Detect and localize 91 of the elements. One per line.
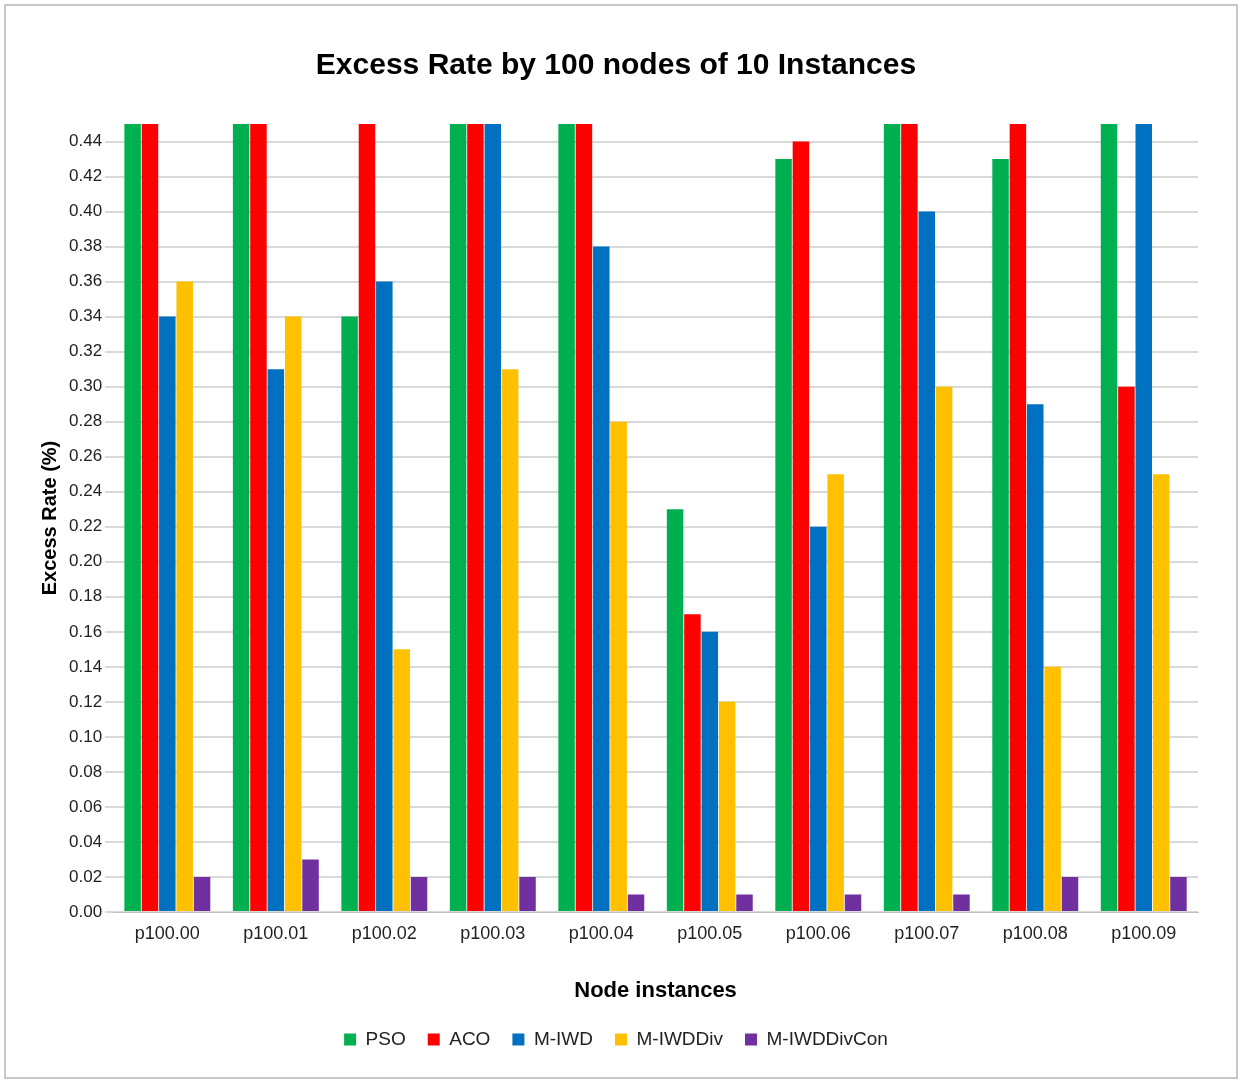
bar: [176, 281, 193, 911]
bar: [341, 316, 358, 911]
bar: [302, 859, 319, 911]
bar: [1152, 474, 1170, 911]
y-tick-label: 0.00: [68, 901, 103, 921]
y-tick-label: 0.12: [68, 691, 103, 711]
y-tick-label: 0.14: [68, 656, 103, 676]
bar: [844, 894, 862, 911]
y-tick-label: 0.04: [68, 831, 103, 851]
y-tick-label: 0.08: [68, 761, 103, 781]
bar: [575, 124, 593, 911]
y-tick-label: 0.32: [68, 341, 103, 361]
bar: [701, 631, 719, 911]
legend-label: PSO: [365, 1027, 406, 1049]
bar: [410, 876, 428, 911]
x-tick-label: p100.08: [1002, 922, 1068, 943]
y-tick-label: 0.44: [68, 131, 103, 151]
bar: [376, 281, 393, 911]
y-tick-label: 0.34: [68, 306, 103, 326]
bar: [1100, 124, 1118, 911]
bar: [1009, 124, 1027, 911]
bar: [393, 649, 410, 911]
x-tick-label: p100.05: [677, 922, 743, 943]
y-tick-label: 0.36: [68, 271, 103, 291]
bar: [1061, 876, 1079, 911]
bar: [449, 124, 467, 911]
bar: [267, 369, 285, 911]
bar: [467, 124, 484, 911]
bar: [666, 509, 684, 911]
bar: [736, 894, 753, 911]
y-tick-label: 0.22: [68, 516, 103, 536]
bar: [1118, 386, 1135, 911]
x-tick-label: p100.06: [785, 922, 851, 943]
y-tick-label: 0.26: [68, 446, 103, 466]
bar: [141, 124, 159, 911]
bar: [918, 211, 936, 911]
x-tick-label: p100.01: [243, 922, 309, 943]
y-tick-label: 0.20: [68, 551, 103, 571]
bar: [883, 124, 901, 911]
y-tick-label: 0.18: [68, 586, 103, 606]
y-tick-label: 0.28: [68, 411, 103, 431]
bar: [610, 421, 627, 911]
x-tick-label: p100.03: [460, 922, 526, 943]
bar: [775, 159, 792, 911]
bar: [1170, 876, 1187, 911]
bar: [1027, 404, 1044, 911]
y-tick-label: 0.24: [68, 481, 103, 501]
legend-label: M-IWD: [533, 1027, 593, 1049]
legend-label: ACO: [449, 1027, 491, 1049]
bar: [250, 124, 267, 911]
bar: [901, 124, 918, 911]
x-tick-label: p100.07: [894, 922, 960, 943]
bar: [935, 386, 953, 911]
bar: [358, 124, 376, 911]
bar: [953, 894, 970, 911]
bar: [484, 124, 502, 911]
chart-title: Excess Rate by 100 nodes of 10 Instances: [315, 47, 917, 81]
x-tick-label: p100.09: [1111, 922, 1177, 943]
y-tick-label: 0.42: [68, 166, 103, 186]
x-tick-label: p100.02: [351, 922, 417, 943]
bar: [501, 369, 519, 911]
y-tick-label: 0.16: [68, 621, 103, 641]
bar: [558, 124, 575, 911]
bar: [1044, 666, 1061, 911]
y-tick-label: 0.30: [68, 376, 103, 396]
y-tick-label: 0.06: [68, 796, 103, 816]
bar: [124, 124, 141, 911]
bar: [232, 124, 250, 911]
bar: [519, 876, 536, 911]
y-tick-label: 0.38: [68, 236, 103, 256]
y-tick-label: 0.10: [68, 726, 103, 746]
bar: [1135, 124, 1152, 911]
bar: [718, 701, 736, 911]
bar: [992, 159, 1009, 911]
bar: [627, 894, 645, 911]
bar: [810, 526, 827, 911]
x-axis-title: Node instances: [574, 976, 737, 1002]
bar: [284, 316, 302, 911]
y-axis-title: Excess Rate (%): [37, 440, 60, 596]
bar: [593, 246, 610, 911]
bar: [159, 316, 176, 911]
y-tick-label: 0.02: [68, 866, 103, 886]
legend-label: M-IWDDivCon: [766, 1027, 888, 1049]
x-tick-label: p100.00: [134, 922, 200, 943]
bar: [193, 876, 211, 911]
x-tick-label: p100.04: [568, 922, 634, 943]
legend-label: M-IWDDiv: [636, 1027, 724, 1049]
bar: [792, 141, 810, 911]
bar: [827, 474, 844, 911]
y-tick-label: 0.40: [68, 201, 103, 221]
bar: [684, 614, 701, 911]
